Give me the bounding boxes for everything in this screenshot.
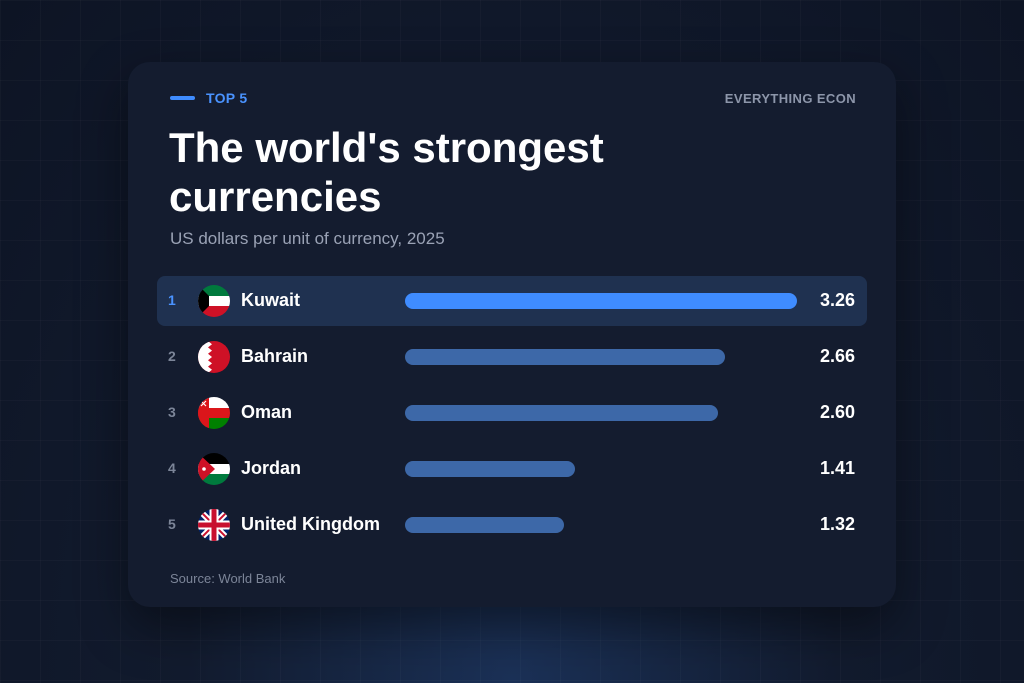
bar-track <box>405 517 797 533</box>
rank-label: 1 <box>168 292 176 308</box>
oman-flag-icon <box>198 397 230 429</box>
bar-row-5: 5 United Kingdom 1.32 <box>157 500 867 550</box>
chart-card: TOP 5 EVERYTHING ECON The world's strong… <box>128 62 896 607</box>
bar-track <box>405 293 797 309</box>
eyebrow-label: TOP 5 <box>206 90 248 106</box>
category-label: Jordan <box>241 458 302 478</box>
bar-row-3: 3 Oman 2.60 <box>157 388 867 438</box>
bar-rows: 1 Kuwait 3.26 2 Bahrain 2.66 3 Oman 2.60 4 Jordan 1… <box>157 276 867 556</box>
bar <box>405 405 718 421</box>
value-label: 3.26 <box>819 290 855 310</box>
value-label: 1.32 <box>819 514 855 534</box>
jordan-flag-icon <box>198 453 230 485</box>
united-kingdom-flag-icon <box>198 509 230 541</box>
category-label: United Kingdom <box>241 514 380 534</box>
rank-label: 5 <box>168 516 176 532</box>
category-label: Kuwait <box>241 290 301 310</box>
eyebrow-accent-line <box>170 96 195 100</box>
eyebrow: TOP 5 <box>170 90 247 106</box>
kuwait-flag-icon <box>198 285 230 317</box>
rank-label: 3 <box>168 404 176 420</box>
source-note: Source: World Bank <box>170 571 286 586</box>
category-label: Oman <box>241 402 293 422</box>
value-label: 2.66 <box>819 346 855 366</box>
bar <box>405 349 725 365</box>
bar-track <box>405 461 797 477</box>
bahrain-flag-icon <box>198 341 230 373</box>
bar-track <box>405 349 797 365</box>
bar <box>405 461 575 477</box>
value-label: 2.60 <box>819 402 855 422</box>
rank-label: 4 <box>168 460 176 476</box>
bar <box>405 293 797 309</box>
bar-track <box>405 405 797 421</box>
rank-label: 2 <box>168 348 176 364</box>
bar <box>405 517 564 533</box>
bar-row-4: 4 Jordan 1.41 <box>157 444 867 494</box>
bar-row-1: 1 Kuwait 3.26 <box>157 276 867 326</box>
bar-row-2: 2 Bahrain 2.66 <box>157 332 867 382</box>
category-label: Bahrain <box>241 346 309 366</box>
value-label: 1.41 <box>819 458 855 478</box>
chart-title: The world's strongest currencies <box>169 124 604 220</box>
chart-subtitle: US dollars per unit of currency, 2025 <box>170 229 445 248</box>
brand-label: EVERYTHING ECON <box>724 91 856 106</box>
